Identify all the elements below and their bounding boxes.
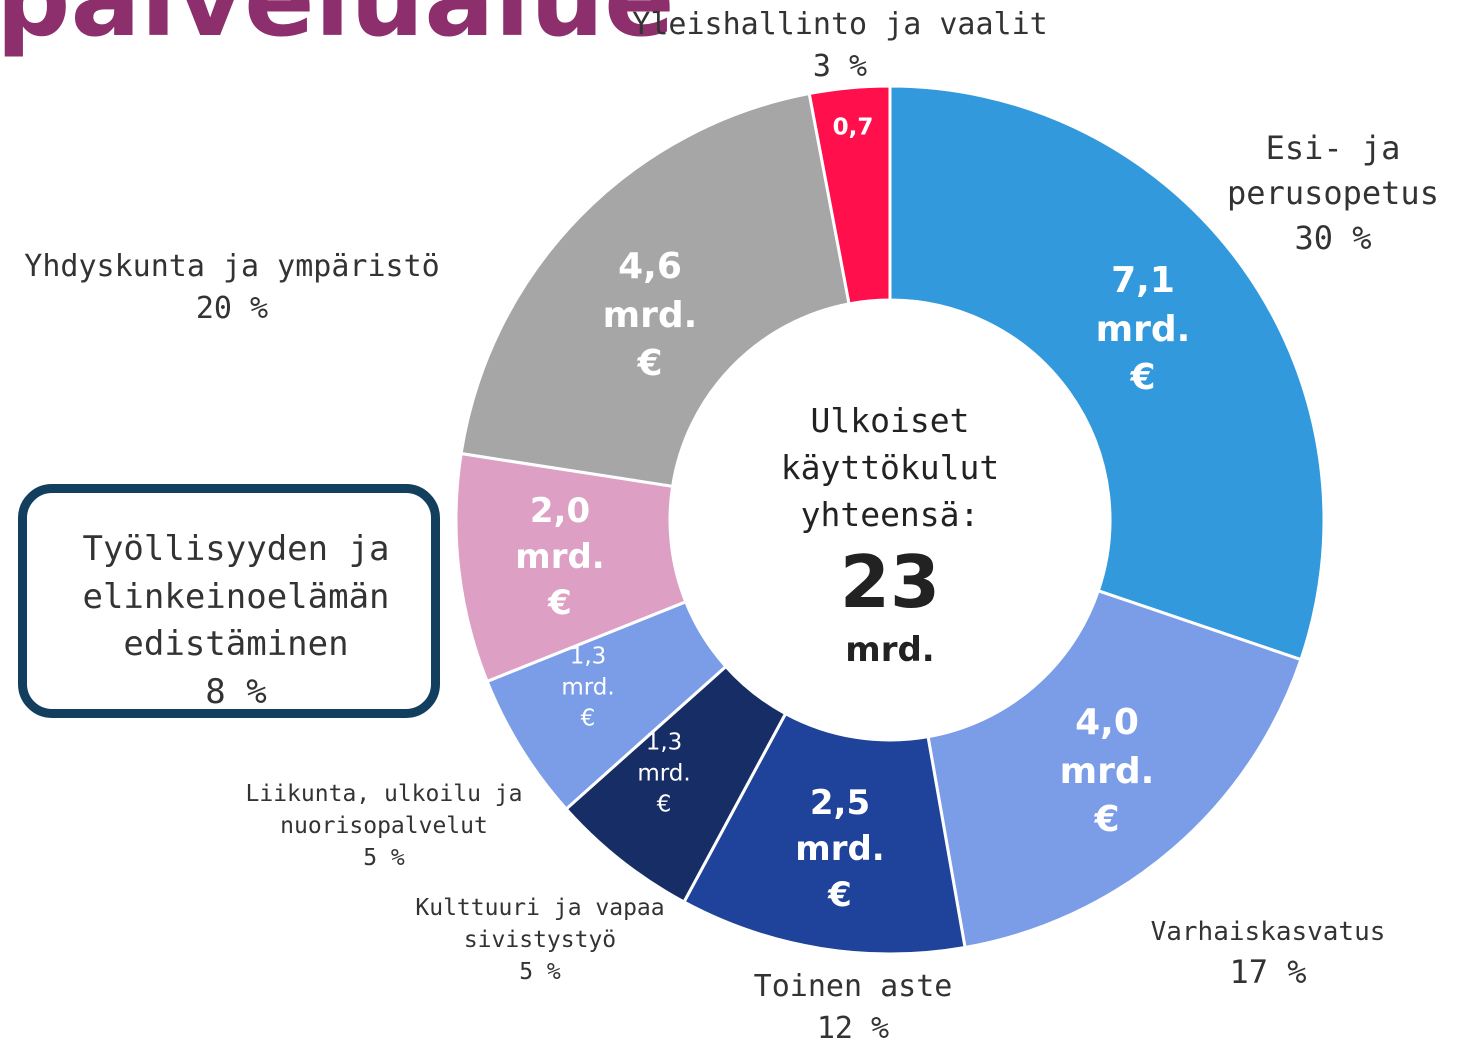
category-label-block: Yhdyskunta ja ympäristö 20 % bbox=[0, 246, 467, 330]
category-label: Työllisyyden ja elinkeinoelämän edistämi… bbox=[82, 529, 390, 665]
category-label-block: Toinen aste 12 % bbox=[703, 966, 1003, 1041]
value-label: 2,5 mrd.€ bbox=[795, 783, 885, 915]
value-label: 1,3 mrd.€ bbox=[561, 643, 615, 732]
value-label: 0,7 bbox=[832, 114, 874, 141]
share-label: 3 % bbox=[812, 49, 868, 84]
donut-segment bbox=[926, 588, 1303, 950]
category-label-block: Kulttuuri ja vapaa sivistystyö 5 % bbox=[400, 892, 680, 989]
share-label: 20 % bbox=[195, 291, 269, 326]
category-label: Kulttuuri ja vapaa sivistystyö bbox=[415, 895, 665, 954]
value-label: 4,0 mrd.€ bbox=[1059, 702, 1155, 841]
category-label-block: Työllisyyden ja elinkeinoelämän edistämi… bbox=[56, 526, 416, 716]
category-label: Liikunta, ulkoilu ja nuorisopalvelut bbox=[245, 781, 523, 840]
share-label: 30 % bbox=[1294, 218, 1372, 257]
category-label-block: Liikunta, ulkoilu ja nuorisopalvelut 5 % bbox=[244, 778, 524, 875]
share-label: 12 % bbox=[816, 1011, 890, 1041]
center-label: Ulkoiset käyttökulut yhteensä: bbox=[780, 401, 1000, 534]
category-label-block: Varhaiskasvatus 17 % bbox=[1118, 914, 1418, 995]
donut-segment bbox=[459, 91, 851, 489]
highlight-box bbox=[18, 484, 440, 718]
chart-title: palvelualue bbox=[0, 0, 675, 60]
value-label: 7,1 mrd.€ bbox=[1095, 260, 1191, 399]
center-total: 23 bbox=[839, 540, 941, 624]
category-label: Yleishallinto ja vaalit bbox=[632, 7, 1048, 42]
donut-segment bbox=[807, 84, 892, 306]
category-label-block: Esi- ja perusopetus 30 % bbox=[1208, 126, 1458, 260]
category-label: Yhdyskunta ja ympäristö bbox=[24, 249, 440, 284]
donut-segment bbox=[888, 84, 1326, 662]
value-label: 2,0 mrd.€ bbox=[515, 491, 605, 623]
value-label: 4,6 mrd.€ bbox=[602, 246, 698, 385]
share-label: 5 % bbox=[363, 845, 405, 872]
value-label: 1,3 mrd.€ bbox=[637, 729, 691, 818]
share-label: 17 % bbox=[1229, 953, 1307, 992]
category-label: Toinen aste bbox=[753, 969, 953, 1004]
category-label: Varhaiskasvatus bbox=[1150, 917, 1386, 947]
category-label-block: Yleishallinto ja vaalit 3 % bbox=[630, 4, 1050, 88]
share-label: 8 % bbox=[205, 671, 267, 712]
share-label: 5 % bbox=[519, 959, 561, 986]
center-unit: mrd. bbox=[845, 630, 935, 670]
category-label: Esi- ja perusopetus bbox=[1227, 129, 1439, 212]
